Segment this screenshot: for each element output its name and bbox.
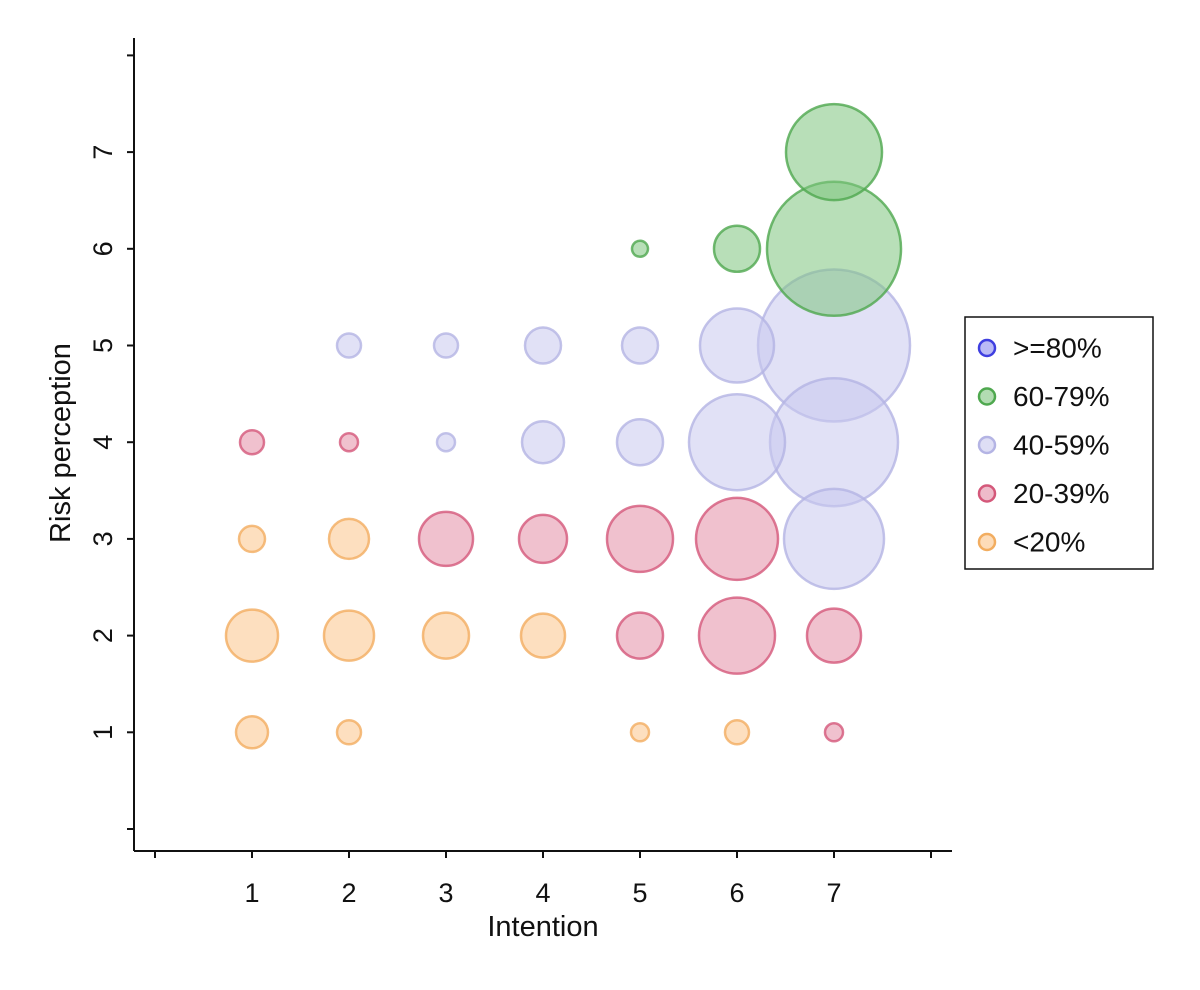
x-tick-label: 6: [729, 878, 744, 908]
bubble-point: [782, 487, 886, 591]
legend-label: 20-39%: [1013, 478, 1110, 509]
bubble-point: [327, 517, 371, 561]
bubble-point: [629, 722, 651, 743]
bubble-point: [687, 392, 787, 492]
legend-marker: [977, 435, 997, 455]
bubble-point: [335, 332, 363, 359]
bubble-point: [723, 719, 751, 746]
bubble-point: [605, 504, 675, 574]
y-tick-label: 6: [88, 241, 118, 256]
legend-label: 40-59%: [1013, 430, 1110, 461]
bubble-point: [421, 611, 471, 660]
bubble-point: [338, 431, 360, 453]
bubble-point: [768, 376, 900, 508]
bubble-point: [520, 419, 566, 465]
y-tick-label: 1: [88, 725, 118, 740]
bubble-point: [224, 608, 280, 663]
x-tick-label: 2: [341, 878, 356, 908]
bubble-point: [615, 611, 665, 660]
legend-marker: [977, 387, 997, 406]
bubble-point: [237, 524, 267, 554]
bubble-point: [694, 496, 780, 582]
bubble-point: [523, 326, 563, 365]
legend-label: 60-79%: [1013, 381, 1110, 412]
legend-marker: [977, 338, 997, 358]
bubble-point: [238, 428, 266, 456]
y-tick-label: 5: [88, 338, 118, 353]
bubble-point: [335, 719, 363, 746]
x-tick-label: 7: [826, 878, 841, 908]
legend: >=80% 60-79% 40-59% 20-39% <20%: [964, 316, 1154, 570]
y-tick-label: 3: [88, 531, 118, 546]
legend-label: <20%: [1013, 527, 1085, 558]
legend-label: >=80%: [1013, 333, 1102, 364]
bubble-point: [697, 596, 777, 675]
bubble-point: [519, 612, 567, 659]
y-tick-label: 7: [88, 145, 118, 160]
bubble-point: [417, 510, 475, 568]
bubble-point: [615, 417, 665, 467]
x-tick-label: 3: [438, 878, 453, 908]
bubbles-layer: [224, 102, 912, 750]
bubble-point: [620, 326, 660, 365]
y-tick-label: 2: [88, 628, 118, 643]
bubble-point: [432, 332, 460, 359]
legend-marker: [977, 484, 997, 503]
legend-marker: [977, 532, 997, 552]
x-axis-title: Intention: [487, 911, 598, 943]
bubble-point: [517, 513, 569, 565]
bubble-point: [630, 239, 650, 259]
x-tick-label: 1: [244, 878, 259, 908]
bubble-point: [823, 722, 845, 743]
ticks-layer: 1 2 3 4 5 6 7 1 2 3 4 5 6 7: [88, 54, 932, 908]
bubble-point: [698, 307, 776, 384]
legend-box: [964, 316, 1154, 570]
bubble-point: [712, 224, 762, 274]
bubble-point: [765, 180, 903, 318]
bubble-point: [322, 609, 376, 662]
bubble-point: [234, 715, 270, 750]
x-tick-label: 4: [535, 878, 550, 908]
bubble-point: [435, 431, 457, 453]
bubble-point: [805, 607, 863, 664]
bubble-point: [784, 102, 884, 202]
x-tick-label: 5: [632, 878, 647, 908]
y-tick-label: 4: [88, 435, 118, 450]
y-axis-title: Risk perception: [45, 343, 77, 543]
